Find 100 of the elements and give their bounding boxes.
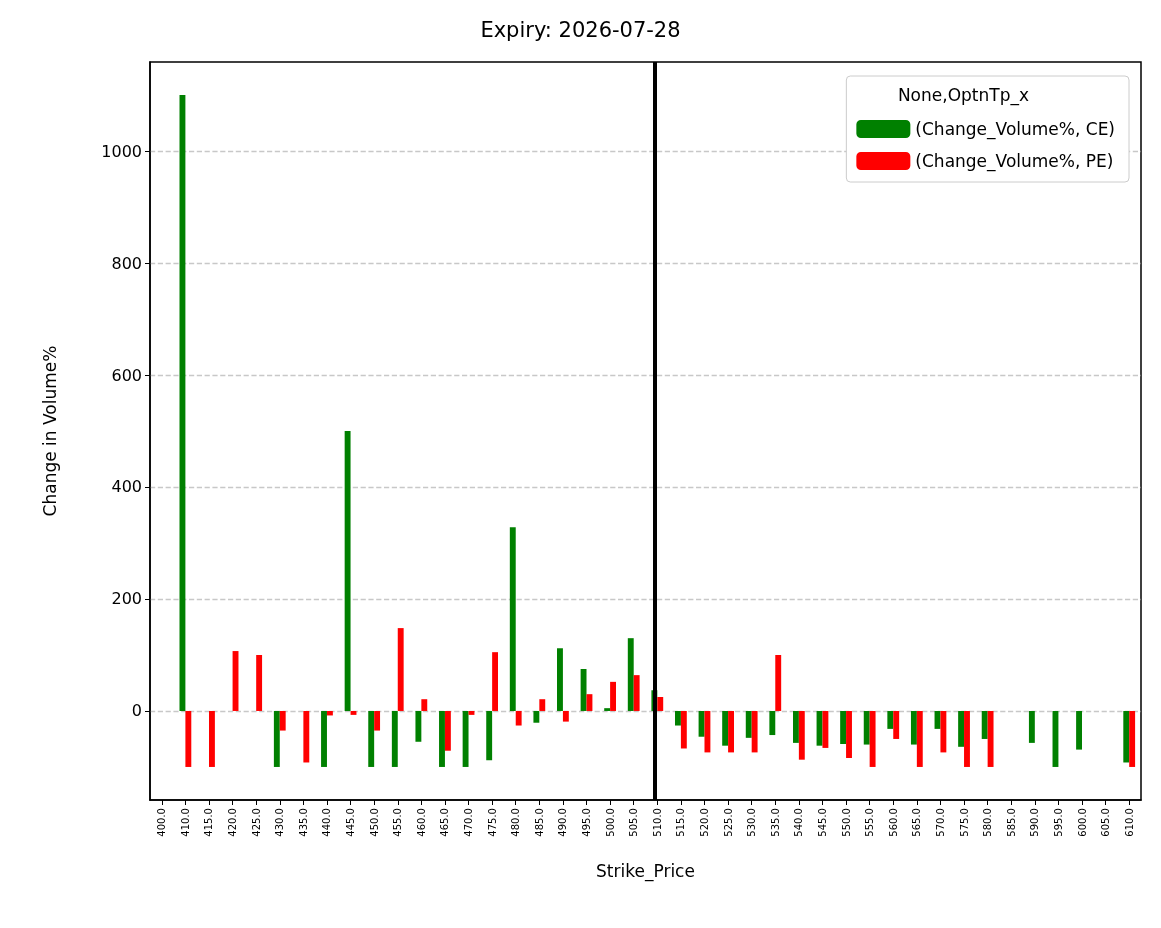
bar bbox=[775, 654, 782, 711]
x-tick-label: 420.0 bbox=[227, 808, 239, 837]
bar bbox=[273, 710, 280, 767]
bar bbox=[515, 710, 522, 726]
bar bbox=[981, 710, 988, 739]
x-tick-label: 430.0 bbox=[274, 808, 286, 837]
x-tick-label: 580.0 bbox=[982, 808, 994, 837]
y-tick-label: 1000 bbox=[101, 141, 142, 161]
x-axis-title: Strike_Price bbox=[596, 860, 695, 882]
bar bbox=[462, 710, 469, 767]
x-tick-label: 575.0 bbox=[958, 808, 970, 837]
bar bbox=[604, 708, 611, 711]
y-axis-title: Change in Volume% bbox=[39, 345, 60, 517]
bar bbox=[633, 675, 640, 711]
x-tick-label: 555.0 bbox=[864, 808, 876, 837]
bar bbox=[415, 710, 422, 742]
legend-label: (Change_Volume%, PE) bbox=[915, 151, 1114, 172]
x-tick-label: 510.0 bbox=[651, 808, 663, 837]
bar bbox=[958, 710, 965, 747]
x-tick-label: 470.0 bbox=[463, 808, 475, 837]
bar bbox=[769, 710, 776, 736]
x-tick-label: 480.0 bbox=[510, 808, 522, 837]
x-tick-label: 500.0 bbox=[604, 808, 616, 837]
bar bbox=[704, 710, 711, 753]
bar bbox=[910, 710, 917, 745]
bar bbox=[1123, 710, 1130, 763]
bar bbox=[539, 699, 546, 711]
bar bbox=[492, 652, 499, 711]
x-tick-label: 450.0 bbox=[368, 808, 380, 837]
x-tick-label: 560.0 bbox=[887, 808, 899, 837]
bar bbox=[627, 638, 634, 711]
x-tick-label: 485.0 bbox=[533, 808, 545, 837]
x-tick-label: 545.0 bbox=[816, 808, 828, 837]
bar bbox=[374, 710, 381, 731]
bar bbox=[869, 710, 876, 767]
y-tick-label: 400 bbox=[111, 477, 142, 497]
bar bbox=[256, 654, 263, 711]
bar bbox=[610, 681, 617, 711]
x-tick-label: 515.0 bbox=[675, 808, 687, 837]
x-tick-label: 445.0 bbox=[345, 808, 357, 837]
x-tick-label: 435.0 bbox=[297, 808, 309, 837]
x-tick-label: 505.0 bbox=[628, 808, 640, 837]
y-tick-label: 600 bbox=[111, 365, 142, 385]
x-tick-label: 460.0 bbox=[415, 808, 427, 837]
x-tick-label: 550.0 bbox=[840, 808, 852, 837]
bar bbox=[279, 710, 286, 731]
bar bbox=[397, 628, 404, 711]
x-tick-label: 455.0 bbox=[392, 808, 404, 837]
bar bbox=[964, 710, 970, 767]
x-tick-label: 600.0 bbox=[1076, 808, 1088, 837]
bar bbox=[893, 710, 900, 739]
bar bbox=[1129, 710, 1136, 767]
x-tick-label: 490.0 bbox=[557, 808, 569, 837]
x-tick-label: 565.0 bbox=[911, 808, 923, 837]
x-tick-label: 440.0 bbox=[321, 808, 333, 837]
bar bbox=[674, 710, 681, 726]
bar bbox=[557, 648, 563, 711]
bar bbox=[863, 710, 870, 745]
bar bbox=[533, 710, 540, 723]
bar bbox=[680, 710, 687, 749]
x-tick-label: 465.0 bbox=[439, 808, 451, 837]
bar bbox=[1028, 710, 1035, 743]
x-tick-label: 525.0 bbox=[722, 808, 734, 837]
bar bbox=[185, 710, 192, 767]
bar bbox=[580, 668, 587, 711]
bar bbox=[303, 710, 310, 763]
x-tick-label: 425.0 bbox=[250, 808, 262, 837]
x-tick-label: 530.0 bbox=[746, 808, 758, 837]
bar bbox=[486, 710, 493, 761]
bar bbox=[391, 710, 398, 767]
x-tick-label: 535.0 bbox=[769, 808, 781, 837]
bar bbox=[840, 710, 847, 745]
x-tick-label: 495.0 bbox=[581, 808, 593, 837]
legend-label: (Change_Volume%, CE) bbox=[915, 119, 1116, 140]
bar bbox=[657, 696, 664, 711]
bar bbox=[940, 710, 947, 753]
bar bbox=[344, 431, 351, 711]
x-tick-label: 475.0 bbox=[486, 808, 498, 837]
y-tick-label: 200 bbox=[111, 589, 142, 609]
bar bbox=[822, 710, 829, 748]
bar bbox=[562, 710, 569, 722]
x-tick-label: 610.0 bbox=[1123, 808, 1135, 837]
legend-title: None,OptnTp_x bbox=[897, 84, 1030, 106]
bar bbox=[208, 710, 215, 767]
x-tick-label: 570.0 bbox=[934, 808, 946, 837]
bar bbox=[1076, 710, 1083, 750]
x-tick-label: 585.0 bbox=[1005, 808, 1017, 837]
bar bbox=[916, 710, 923, 767]
bar bbox=[439, 710, 445, 767]
bar bbox=[798, 710, 805, 760]
bar bbox=[846, 710, 852, 758]
bar bbox=[792, 710, 799, 743]
bar bbox=[745, 710, 752, 738]
x-tick-label: 520.0 bbox=[698, 808, 710, 837]
bar bbox=[722, 710, 729, 746]
bar bbox=[728, 710, 734, 753]
x-tick-label: 540.0 bbox=[793, 808, 805, 837]
x-tick-label: 605.0 bbox=[1100, 808, 1112, 837]
y-tick-label: 800 bbox=[111, 253, 142, 273]
bar bbox=[987, 710, 994, 767]
